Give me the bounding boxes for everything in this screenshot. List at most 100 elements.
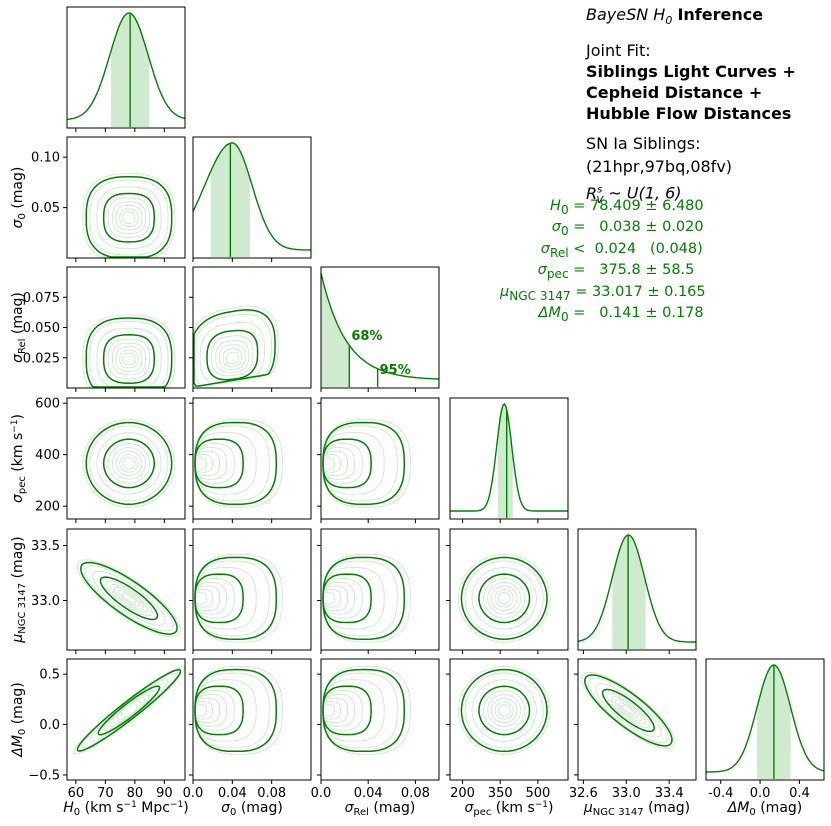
density-level bbox=[121, 592, 137, 604]
axes-frame bbox=[577, 528, 697, 651]
contour-95 bbox=[194, 668, 278, 753]
contour-95 bbox=[194, 556, 278, 640]
density-level bbox=[194, 592, 207, 605]
y-tick-label: 0.05 bbox=[31, 201, 60, 216]
density-level bbox=[483, 690, 526, 731]
y-tick-label: 400 bbox=[35, 448, 60, 463]
density-level bbox=[595, 683, 662, 738]
result-row: ΔM0 = 0.141 ± 0.178 bbox=[538, 304, 704, 324]
x-axis-label-H0: H0 (km s−1 Mpc−1) bbox=[63, 800, 188, 818]
density-level bbox=[194, 701, 213, 720]
density-level bbox=[322, 592, 335, 605]
axes-frame bbox=[449, 397, 569, 520]
panel-sigmaRel-vs-sigma0 bbox=[192, 266, 312, 389]
axes-frame bbox=[320, 266, 440, 389]
contour-68 bbox=[194, 573, 244, 624]
x-axis-label-sigma0: σ0 (mag) bbox=[221, 800, 283, 818]
label-95-percent: 95% bbox=[380, 363, 411, 378]
y-tick-label: 0.075 bbox=[23, 291, 60, 306]
panel-dM0-vs-sigma_pec bbox=[449, 658, 569, 781]
density-level bbox=[497, 592, 511, 605]
density-level bbox=[222, 348, 242, 367]
contour-68 bbox=[99, 576, 159, 621]
axes-frame bbox=[192, 136, 312, 259]
panel-sigma_pec-vs-sigma_pec bbox=[449, 397, 569, 520]
density-level bbox=[81, 672, 177, 749]
x-tick-label: 33.0 bbox=[612, 786, 641, 801]
marginal-H0 bbox=[66, 6, 186, 129]
density-level bbox=[322, 701, 341, 720]
fit-line-2: Cepheid Distance + bbox=[586, 83, 763, 103]
contour-95 bbox=[322, 421, 406, 506]
contour-95 bbox=[460, 668, 548, 753]
contour-68 bbox=[322, 685, 372, 736]
y-axis-label-dM0: ΔM0 (mag) bbox=[10, 682, 28, 758]
density-level bbox=[487, 582, 522, 615]
density-level bbox=[211, 335, 254, 377]
contour-68 bbox=[601, 688, 655, 733]
density-level bbox=[111, 201, 146, 234]
contour-68 bbox=[478, 685, 531, 736]
density-level bbox=[464, 560, 544, 637]
panel-dM0-vs-sigmaRel bbox=[320, 658, 440, 781]
y-tick-label: 0.0 bbox=[39, 718, 60, 733]
label-68-percent: 68% bbox=[351, 329, 382, 344]
result-row: H0 = 78.409 ± 6.480 bbox=[550, 198, 704, 217]
contour-68 bbox=[102, 192, 156, 243]
panel-mu_NGC3147-vs-sigma0 bbox=[192, 528, 312, 651]
siblings-label: SN Ia Siblings: bbox=[586, 134, 701, 154]
density-level bbox=[487, 694, 522, 727]
density-level bbox=[618, 702, 639, 719]
density-level bbox=[194, 589, 213, 608]
y-axis-label-sigma_pec: σpec (km s−1) bbox=[10, 414, 28, 503]
y-tick-label: 0.10 bbox=[31, 151, 60, 166]
axes-frame bbox=[320, 658, 440, 781]
x-axis-label-mu_NGC3147: μNGC 3147 (mag) bbox=[583, 800, 690, 818]
x-tick-label: 32.6 bbox=[569, 786, 598, 801]
density-level bbox=[84, 565, 174, 632]
results-panel: H0 = 78.409 ± 6.480 σ0 = 0.038 ± 0.020 σ… bbox=[500, 198, 740, 326]
density-level bbox=[194, 454, 213, 473]
density-level bbox=[89, 321, 169, 388]
density-level bbox=[464, 672, 544, 749]
panel-dM0-vs-mu_NGC3147 bbox=[577, 658, 697, 781]
prior-line: RsV ~ U(1, 6) bbox=[586, 183, 682, 206]
panel-sigma_pec-vs-sigmaRel bbox=[320, 397, 440, 520]
density-level bbox=[115, 450, 143, 477]
panel-mu_NGC3147-vs-sigmaRel bbox=[320, 528, 440, 651]
contour-95 bbox=[76, 669, 182, 752]
density-level bbox=[115, 204, 143, 231]
contour-95 bbox=[85, 317, 173, 388]
density-level bbox=[105, 580, 153, 617]
axes-frame bbox=[192, 397, 312, 520]
y-tick-label: 0.050 bbox=[23, 321, 60, 336]
x-tick-label: 0.04 bbox=[218, 786, 247, 801]
x-tick-label: 350 bbox=[488, 786, 513, 801]
density-level bbox=[119, 454, 139, 473]
density-curve bbox=[320, 272, 439, 380]
title-italic: BayeSN H0 bbox=[586, 5, 673, 28]
density-curve bbox=[450, 402, 568, 512]
density-level bbox=[113, 587, 144, 610]
axes-frame bbox=[705, 658, 825, 781]
density-level bbox=[107, 338, 151, 380]
density-level bbox=[96, 327, 162, 388]
density-level bbox=[490, 585, 518, 612]
density-level bbox=[122, 457, 136, 470]
density-level bbox=[322, 589, 341, 608]
density-level bbox=[96, 432, 162, 495]
panel-sigma0-vs-H0 bbox=[66, 136, 186, 259]
density-level bbox=[107, 197, 151, 238]
contour-68 bbox=[102, 438, 156, 489]
y-tick-label: 33.0 bbox=[31, 594, 60, 609]
result-row: μNGC 3147 = 33.017 ± 0.165 bbox=[500, 283, 706, 303]
contour-95 bbox=[80, 561, 178, 635]
x-tick-label: 33.4 bbox=[655, 786, 684, 801]
panel-sigma_pec-vs-H0 bbox=[66, 397, 186, 520]
y-tick-label: 600 bbox=[35, 397, 60, 412]
density-level bbox=[96, 186, 162, 249]
panel-dM0-vs-H0 bbox=[66, 658, 186, 781]
marginal-mu_NGC3147 bbox=[577, 528, 697, 651]
axes-frame bbox=[192, 528, 312, 651]
x-axis-label-sigma_pec: σpec (km s−1) bbox=[464, 800, 553, 818]
